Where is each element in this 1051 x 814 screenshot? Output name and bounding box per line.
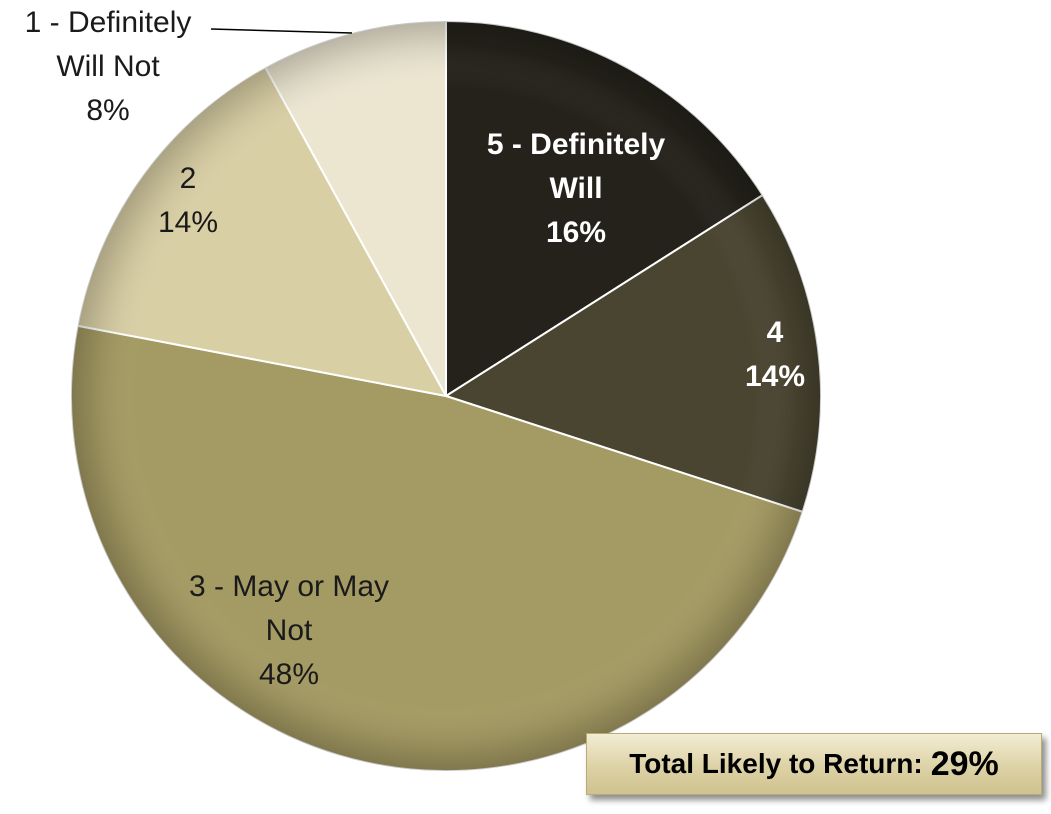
slice-category-label: 1 - Definitely (25, 6, 192, 39)
data-label-3-may-or-may-not: 3 - May or May Not 48% (189, 570, 389, 691)
slice-percent-label: 14% (158, 206, 218, 239)
data-label-2: 2 14% (158, 162, 218, 239)
slice-category-label: Will Not (56, 50, 160, 83)
data-label-5-definitely-will: 5 - Definitely Will 16% (487, 128, 666, 249)
slice-category-label: Not (266, 614, 313, 647)
data-label-4: 4 14% (745, 316, 805, 393)
slice-percent-label: 16% (546, 216, 606, 249)
slice-category-label: 4 (767, 316, 784, 349)
leader-line (210, 28, 353, 34)
total-value: 29% (930, 744, 999, 783)
pie-labels: 5 - Definitely Will 16%4 14%3 - May or May N… (25, 6, 805, 691)
slice-category-label: Will (549, 172, 602, 205)
slice-category-label: 5 - Definitely (487, 128, 666, 161)
slice-category-label: 3 - May or May (189, 570, 389, 603)
slice-percent-label: 8% (86, 94, 129, 127)
data-label-1-definitely-will-not: 1 - Definitely Will Not 8% (25, 6, 192, 127)
slice-percent-label: 14% (745, 360, 805, 393)
total-likely-to-return-box: Total Likely to Return: 29% (586, 733, 1042, 795)
slice-category-label: 2 (180, 162, 197, 195)
slice-percent-label: 48% (259, 658, 319, 691)
total-label: Total Likely to Return: (629, 748, 923, 779)
pie-slices (70, 20, 822, 772)
